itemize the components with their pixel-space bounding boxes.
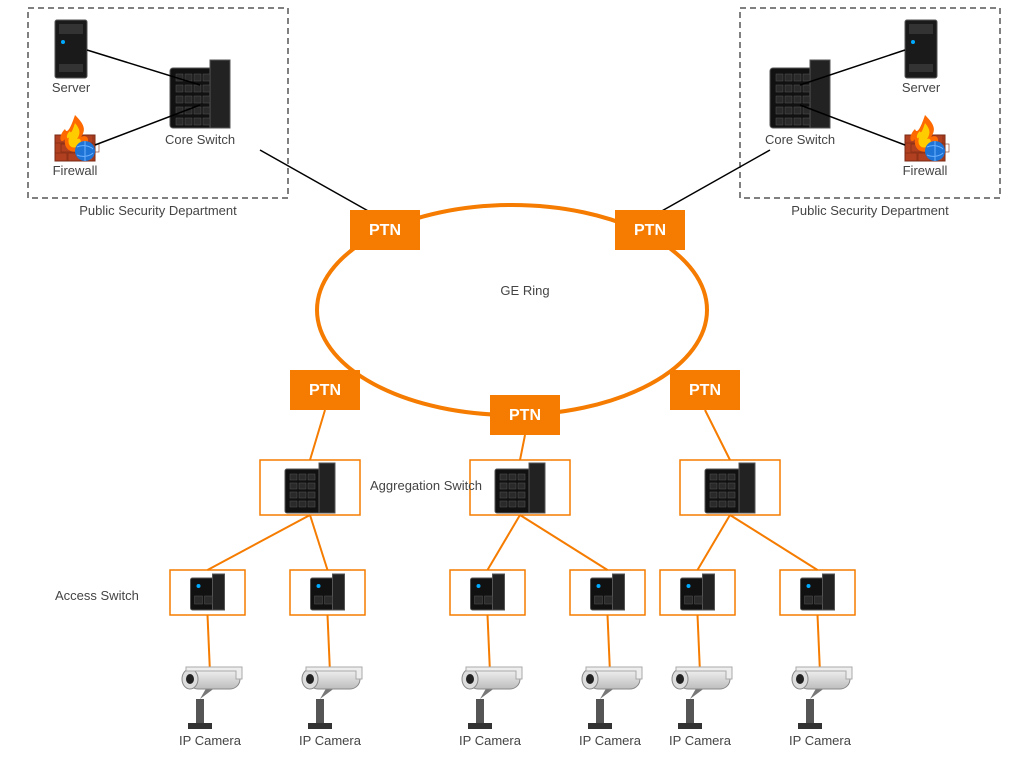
svg-text:Core Switch: Core Switch [765,132,835,147]
svg-text:IP Camera: IP Camera [789,733,852,748]
dept-to-ptn-right [660,150,770,212]
network-diagram: GE Ring Public Security Department Server F… [0,0,1024,768]
server-icon: Server [902,20,941,95]
aggregation-switch-label: Aggregation Switch [370,478,482,493]
aggregation-switch-icon [495,463,545,513]
ip-camera-icon: IP Camera [579,667,642,748]
svg-text:PTN: PTN [369,222,401,239]
svg-text:IP Camera: IP Camera [669,733,732,748]
ip-camera-icon: IP Camera [669,667,732,748]
svg-text:IP Camera: IP Camera [299,733,362,748]
access-switch-icon [311,574,345,610]
access-switch-icon [681,574,715,610]
ge-ring-label: GE Ring [500,283,549,298]
ip-camera-icon: IP Camera [459,667,522,748]
svg-text:Firewall: Firewall [903,163,948,178]
access-switch-icon [191,574,225,610]
ip-camera-icon: IP Camera [179,667,242,748]
core-switch-icon: Core Switch [165,60,235,147]
svg-text:Server: Server [902,80,941,95]
ip-camera-icon: IP Camera [299,667,362,748]
ip-camera-icon: IP Camera [789,667,852,748]
dept-title-right: Public Security Department [791,203,949,218]
core-switch-icon: Core Switch [765,60,835,147]
server-icon: Server [52,20,91,95]
svg-text:IP Camera: IP Camera [179,733,242,748]
svg-text:IP Camera: IP Camera [579,733,642,748]
svg-text:PTN: PTN [309,382,341,399]
access-switch-label: Access Switch [55,588,139,603]
access-switch-icon [471,574,505,610]
svg-text:PTN: PTN [689,382,721,399]
access-switch-icon [591,574,625,610]
svg-text:IP Camera: IP Camera [459,733,522,748]
aggregation-switch-icon [705,463,755,513]
svg-text:Firewall: Firewall [53,163,98,178]
access-switch-icon [801,574,835,610]
svg-text:PTN: PTN [509,407,541,424]
aggregation-switch-icon [285,463,335,513]
svg-text:Server: Server [52,80,91,95]
dept-to-ptn-left [260,150,370,212]
dept-title-left: Public Security Department [79,203,237,218]
svg-text:Core Switch: Core Switch [165,132,235,147]
firewall-icon: Firewall [903,115,949,178]
svg-text:PTN: PTN [634,222,666,239]
firewall-icon: Firewall [53,115,99,178]
